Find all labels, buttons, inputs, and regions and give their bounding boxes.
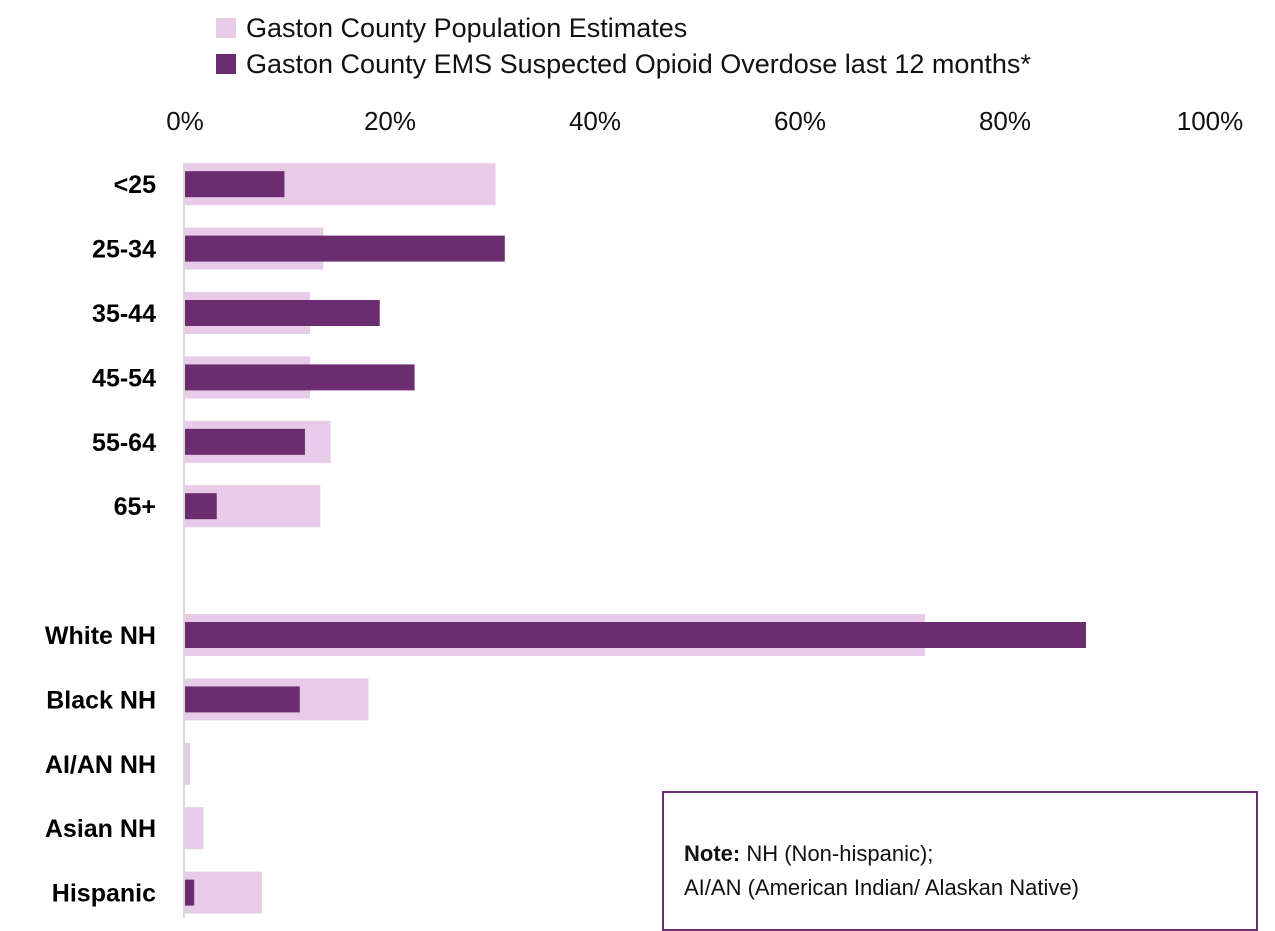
bar-population bbox=[185, 807, 204, 850]
category-label: 55-64 bbox=[92, 429, 156, 457]
legend-label-overdose: Gaston County EMS Suspected Opioid Overd… bbox=[246, 48, 1031, 79]
bar-population bbox=[185, 742, 191, 785]
note-line-2: AI/AN (American Indian/ Alaskan Native) bbox=[684, 875, 1079, 900]
bar-overdose bbox=[185, 622, 1086, 648]
bar-population bbox=[185, 871, 262, 914]
note-box: Note: NH (Non-hispanic); AI/AN (American… bbox=[662, 791, 1258, 931]
category-label: AI/AN NH bbox=[45, 751, 156, 779]
x-tick-label: 60% bbox=[774, 106, 826, 136]
bar-overdose bbox=[185, 879, 195, 906]
category-label: 25-34 bbox=[92, 236, 156, 264]
note-line-1-text: NH (Non-hispanic); bbox=[746, 841, 934, 866]
x-tick-label: 40% bbox=[569, 106, 621, 136]
note-line-1: Note: NH (Non-hispanic); bbox=[684, 837, 1079, 871]
note-text: Note: NH (Non-hispanic); AI/AN (American… bbox=[684, 837, 1079, 905]
bar-overdose bbox=[185, 300, 380, 326]
x-tick-label: 100% bbox=[1177, 106, 1244, 136]
x-tick-label: 0% bbox=[166, 106, 204, 136]
note-label: Note: bbox=[684, 841, 741, 866]
category-label: <25 bbox=[114, 171, 157, 199]
legend-item-population: Gaston County Population Estimates bbox=[216, 10, 1031, 46]
bar-overdose bbox=[185, 493, 217, 520]
bar-overdose bbox=[185, 428, 305, 455]
legend-swatch-overdose bbox=[216, 54, 236, 74]
category-label: White NH bbox=[45, 622, 156, 650]
legend: Gaston County Population Estimates Gasto… bbox=[216, 10, 1031, 82]
bar-overdose bbox=[185, 686, 300, 713]
category-label: Hispanic bbox=[52, 880, 156, 908]
bar-overdose bbox=[185, 235, 505, 262]
legend-item-overdose: Gaston County EMS Suspected Opioid Overd… bbox=[216, 46, 1031, 82]
bar-overdose bbox=[185, 171, 285, 198]
legend-label-population: Gaston County Population Estimates bbox=[246, 12, 688, 43]
legend-swatch-population bbox=[216, 18, 236, 38]
x-tick-label: 80% bbox=[979, 106, 1031, 136]
category-label: Black NH bbox=[46, 686, 156, 714]
category-label: 45-54 bbox=[92, 364, 156, 392]
category-label: 35-44 bbox=[92, 300, 156, 328]
category-label: 65+ bbox=[114, 493, 156, 521]
x-tick-label: 20% bbox=[364, 106, 416, 136]
bar-overdose bbox=[185, 364, 415, 391]
category-label: Asian NH bbox=[45, 815, 156, 843]
